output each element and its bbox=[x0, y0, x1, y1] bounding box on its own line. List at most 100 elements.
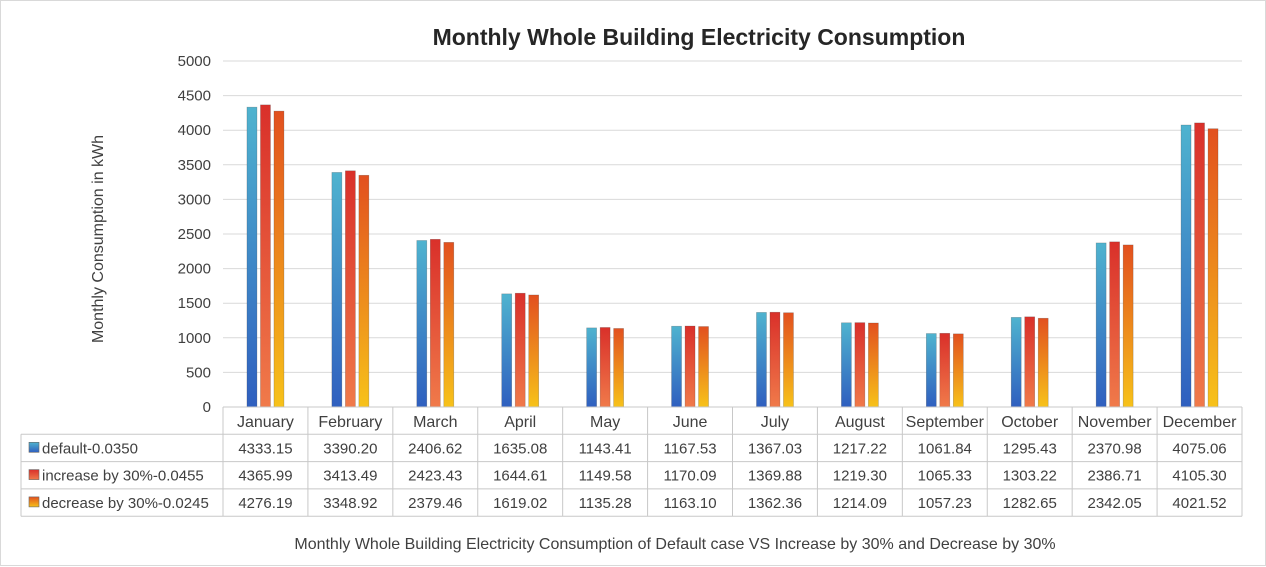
data-label: 3348.92 bbox=[323, 495, 377, 512]
bar-october-series-2 bbox=[1024, 316, 1036, 408]
bar-february-series-3 bbox=[358, 174, 370, 408]
x-tick-label: May bbox=[590, 414, 620, 431]
y-tick-label: 3000 bbox=[178, 191, 211, 208]
x-tick-label: June bbox=[673, 414, 708, 431]
bar-may-series-2 bbox=[599, 327, 611, 408]
bar-march-series-2 bbox=[429, 238, 441, 408]
data-label: 1219.30 bbox=[833, 468, 887, 485]
data-label: 1170.09 bbox=[663, 468, 716, 485]
bar-december-series-3 bbox=[1207, 128, 1219, 408]
data-label: 1217.22 bbox=[833, 440, 887, 457]
bar-april-series-1 bbox=[501, 293, 513, 408]
data-label: 1057.23 bbox=[918, 495, 972, 512]
data-label: 1619.02 bbox=[493, 495, 547, 512]
legend-label: increase by 30%-0.0455 bbox=[42, 468, 204, 485]
x-tick-label: November bbox=[1078, 414, 1152, 431]
data-label: 1644.61 bbox=[493, 468, 547, 485]
chart-title: Monthly Whole Building Electricity Consu… bbox=[433, 24, 966, 50]
data-label: 1303.22 bbox=[1003, 468, 1057, 485]
y-tick-label: 500 bbox=[186, 364, 211, 381]
data-label: 2386.71 bbox=[1088, 468, 1142, 485]
x-tick-label: August bbox=[835, 414, 885, 431]
y-axis-ticks: 0 500 1000 1500 2000 2500 3000 3500 4000 4500 5000 bbox=[178, 53, 211, 416]
bar-august-series-3 bbox=[868, 322, 879, 408]
bar-march-series-1 bbox=[416, 240, 428, 408]
legend-label: decrease by 30%-0.0245 bbox=[42, 495, 209, 512]
data-label: 2379.46 bbox=[408, 495, 462, 512]
bar-july-series-3 bbox=[783, 312, 794, 408]
data-label: 1635.08 bbox=[493, 440, 547, 457]
bar-april-series-2 bbox=[514, 292, 526, 408]
data-label: 2423.43 bbox=[408, 468, 462, 485]
bar-november-series-3 bbox=[1122, 244, 1134, 408]
data-label: 1149.58 bbox=[579, 468, 632, 485]
bar-june-series-1 bbox=[671, 325, 682, 408]
bars bbox=[246, 104, 1219, 408]
x-tick-label: December bbox=[1163, 414, 1237, 431]
bar-april-series-3 bbox=[528, 294, 540, 408]
x-tick-label: September bbox=[906, 414, 985, 431]
x-tick-label: January bbox=[237, 414, 294, 431]
data-label: 1214.09 bbox=[833, 495, 887, 512]
y-tick-label: 2500 bbox=[178, 226, 211, 243]
data-label: 1282.65 bbox=[1003, 495, 1057, 512]
legend-swatch bbox=[28, 469, 40, 480]
bar-september-series-1 bbox=[925, 333, 937, 408]
x-tick-label: July bbox=[761, 414, 789, 431]
legend-swatch bbox=[28, 441, 40, 453]
x-tick-label: March bbox=[413, 414, 457, 431]
x-tick-label: February bbox=[318, 414, 382, 431]
data-label: 1167.53 bbox=[663, 440, 716, 457]
data-label: 4105.30 bbox=[1172, 468, 1226, 485]
bar-may-series-1 bbox=[586, 327, 597, 408]
bar-november-series-2 bbox=[1109, 241, 1120, 408]
bar-july-series-2 bbox=[769, 311, 781, 408]
bar-january-series-1 bbox=[246, 106, 258, 408]
bar-june-series-3 bbox=[698, 326, 709, 408]
y-tick-label: 5000 bbox=[178, 53, 211, 70]
bar-october-series-3 bbox=[1037, 317, 1049, 408]
data-label: 1135.28 bbox=[579, 495, 632, 512]
y-tick-label: 4500 bbox=[178, 88, 211, 105]
data-label: 1061.84 bbox=[918, 440, 972, 457]
bar-january-series-2 bbox=[260, 104, 271, 408]
y-tick-label: 0 bbox=[203, 399, 211, 416]
y-tick-label: 1500 bbox=[178, 295, 211, 312]
data-label: 1367.03 bbox=[748, 440, 802, 457]
y-tick-label: 3500 bbox=[178, 157, 211, 174]
bar-february-series-2 bbox=[345, 170, 356, 408]
bar-january-series-3 bbox=[273, 110, 285, 408]
bar-may-series-3 bbox=[613, 328, 624, 408]
bar-november-series-1 bbox=[1095, 242, 1107, 408]
data-label: 4333.15 bbox=[238, 440, 292, 457]
bar-june-series-2 bbox=[684, 325, 696, 408]
data-label: 1295.43 bbox=[1003, 440, 1057, 457]
data-label: 4365.99 bbox=[238, 468, 292, 485]
data-label: 2342.05 bbox=[1088, 495, 1142, 512]
data-label: 1369.88 bbox=[748, 468, 802, 485]
x-tick-label: October bbox=[1001, 414, 1059, 431]
data-table: January February March April May June July Augu… bbox=[20, 406, 1243, 517]
data-label: 4276.19 bbox=[238, 495, 292, 512]
bar-december-series-1 bbox=[1180, 124, 1192, 408]
gridlines bbox=[223, 60, 1242, 408]
y-tick-label: 1000 bbox=[178, 330, 211, 347]
data-label: 1065.33 bbox=[918, 468, 972, 485]
data-label: 3413.49 bbox=[323, 468, 377, 485]
y-axis-label: Monthly Consumption in kWh bbox=[90, 135, 107, 343]
bar-july-series-1 bbox=[756, 312, 767, 408]
bar-august-series-2 bbox=[854, 322, 866, 408]
bar-december-series-2 bbox=[1194, 122, 1205, 408]
data-label: 1143.41 bbox=[579, 440, 632, 457]
legend-label: default-0.0350 bbox=[42, 440, 138, 457]
data-label: 3390.20 bbox=[323, 440, 377, 457]
x-axis-label: Monthly Whole Building Electricity Consu… bbox=[294, 536, 1055, 553]
bar-august-series-1 bbox=[841, 322, 852, 408]
bar-february-series-1 bbox=[331, 172, 343, 408]
x-tick-label: April bbox=[504, 414, 536, 431]
legend-swatch bbox=[28, 496, 40, 508]
data-label: 4075.06 bbox=[1172, 440, 1226, 457]
y-tick-label: 2000 bbox=[178, 261, 211, 278]
